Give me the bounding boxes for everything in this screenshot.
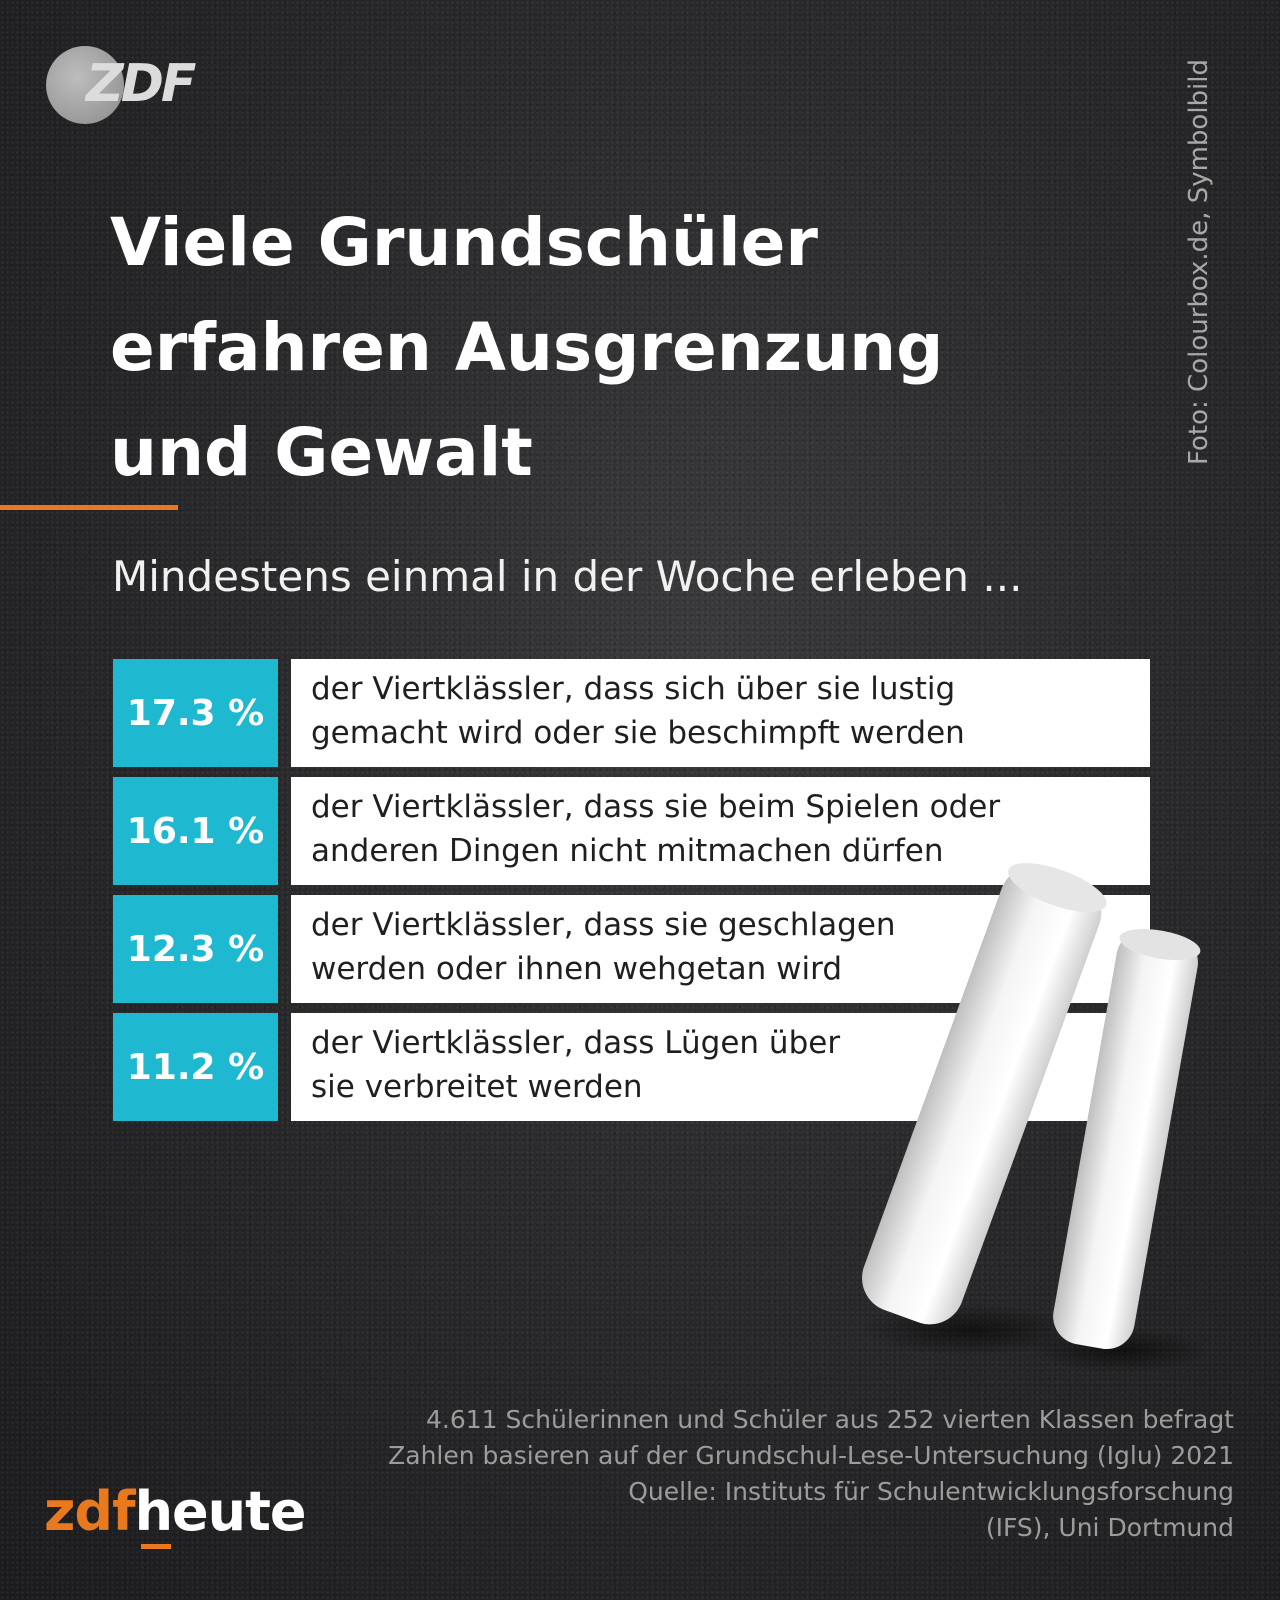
accent-divider bbox=[0, 505, 178, 510]
chalk-piece-large bbox=[862, 863, 1107, 1325]
chalk-pieces-image bbox=[860, 863, 1210, 1372]
headline-line: Viele Grundschüler bbox=[110, 204, 818, 281]
stat-percentage: 17.3 % bbox=[113, 659, 278, 767]
stat-row: 16.1 % der Viertklässler, dass sie beim S… bbox=[113, 777, 1150, 885]
headline-line: und Gewalt bbox=[110, 414, 533, 491]
stat-description: der Viertklässler, dass sie beim Spielen… bbox=[291, 777, 1150, 885]
stat-row: 17.3 % der Viertklässler, dass sich über … bbox=[113, 659, 1150, 767]
footnote-line: Zahlen basieren auf der Grundschul-Lese-… bbox=[388, 1441, 1234, 1470]
source-footnote: 4.611 Schülerinnen und Schüler aus 252 v… bbox=[388, 1402, 1234, 1546]
footnote-line: Quelle: Instituts für Schulentwicklungsf… bbox=[628, 1477, 1234, 1506]
zdfheute-logo-zdf: zdf bbox=[44, 1480, 136, 1543]
stat-description-line: anderen Dingen nicht mitmachen dürfen bbox=[311, 833, 944, 869]
zdfheute-logo-heute: heute bbox=[134, 1480, 307, 1543]
photo-credit: Foto: Colourbox.de, Symbolbild bbox=[1184, 58, 1214, 466]
stat-description-line: der Viertklässler, dass sie beim Spielen… bbox=[311, 789, 1001, 825]
stat-description-line: gemacht wird oder sie beschimpft werden bbox=[311, 715, 965, 751]
zdfheute-logo: zdfheute bbox=[44, 1480, 307, 1543]
stat-percentage: 11.2 % bbox=[113, 1013, 278, 1121]
headline-line: erfahren Ausgrenzung bbox=[110, 309, 944, 386]
zdf-logo: ZDF bbox=[46, 44, 196, 124]
headline: Viele Grundschüler erfahren Ausgrenzung … bbox=[110, 190, 1110, 505]
stat-description-line: der Viertklässler, dass sich über sie lu… bbox=[311, 671, 956, 707]
stat-description-line: der Viertklässler, dass sie geschlagen bbox=[311, 907, 896, 943]
stat-percentage: 16.1 % bbox=[113, 777, 278, 885]
stat-description: der Viertklässler, dass sich über sie lu… bbox=[291, 659, 1150, 767]
stat-description-line: werden oder ihnen wehgetan wird bbox=[311, 951, 842, 987]
zdf-logo-text: ZDF bbox=[86, 54, 196, 114]
stat-percentage: 12.3 % bbox=[113, 895, 278, 1003]
footnote-line: (IFS), Uni Dortmund bbox=[985, 1513, 1234, 1542]
zdf-logo-circle bbox=[46, 46, 124, 124]
chart-subtitle: Mindestens einmal in der Woche erleben .… bbox=[112, 552, 1023, 601]
stat-description-line: der Viertklässler, dass Lügen über bbox=[311, 1025, 841, 1061]
footnote-line: 4.611 Schülerinnen und Schüler aus 252 v… bbox=[426, 1405, 1234, 1434]
stat-description-line: sie verbreitet werden bbox=[311, 1069, 643, 1105]
chalk-piece-small bbox=[1053, 929, 1201, 1350]
